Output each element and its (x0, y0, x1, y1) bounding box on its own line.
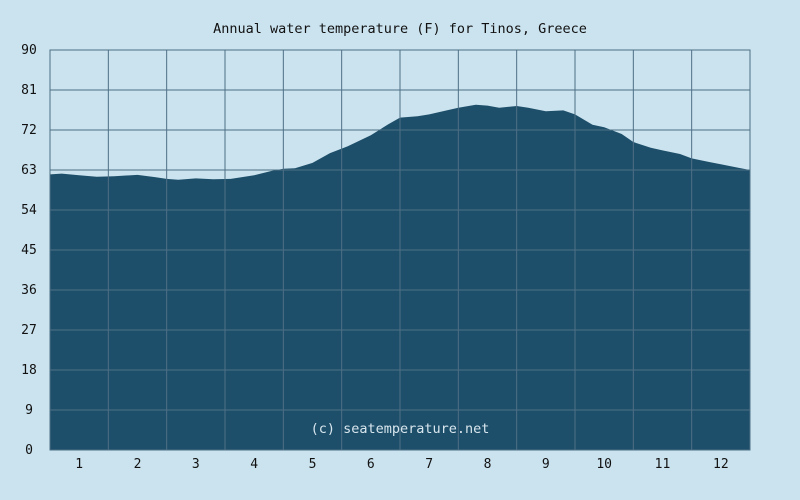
chart-title: Annual water temperature (F) for Tinos, … (213, 21, 587, 37)
x-tick-label: 10 (596, 457, 612, 472)
y-tick-label: 0 (25, 443, 33, 458)
y-tick-label: 81 (21, 83, 37, 98)
x-tick-label: 6 (367, 457, 375, 472)
y-tick-label: 9 (25, 403, 33, 418)
y-tick-label: 18 (21, 363, 37, 378)
watermark: (c) seatemperature.net (311, 421, 490, 437)
x-tick-label: 3 (192, 457, 200, 472)
x-tick-label: 7 (425, 457, 433, 472)
x-tick-label: 8 (484, 457, 492, 472)
y-tick-label: 63 (21, 163, 37, 178)
y-tick-label: 45 (21, 243, 37, 258)
y-tick-label: 54 (21, 203, 37, 218)
y-tick-label: 90 (21, 43, 37, 58)
x-tick-label: 9 (542, 457, 550, 472)
plot-frame (49, 49, 751, 451)
x-tick-label: 4 (250, 457, 258, 472)
x-tick-label: 12 (713, 457, 729, 472)
y-axis-tick-labels: 0 9 18 27 36 45 54 63 72 81 90 (21, 43, 37, 458)
x-tick-label: 1 (75, 457, 83, 472)
y-tick-label: 72 (21, 123, 37, 138)
y-tick-label: 36 (21, 283, 37, 298)
y-tick-label: 27 (21, 323, 37, 338)
x-axis-tick-labels: 1 2 3 4 5 6 7 8 9 10 11 12 (75, 457, 728, 472)
x-tick-label: 2 (134, 457, 142, 472)
x-tick-label: 11 (655, 457, 671, 472)
x-tick-label: 5 (309, 457, 317, 472)
